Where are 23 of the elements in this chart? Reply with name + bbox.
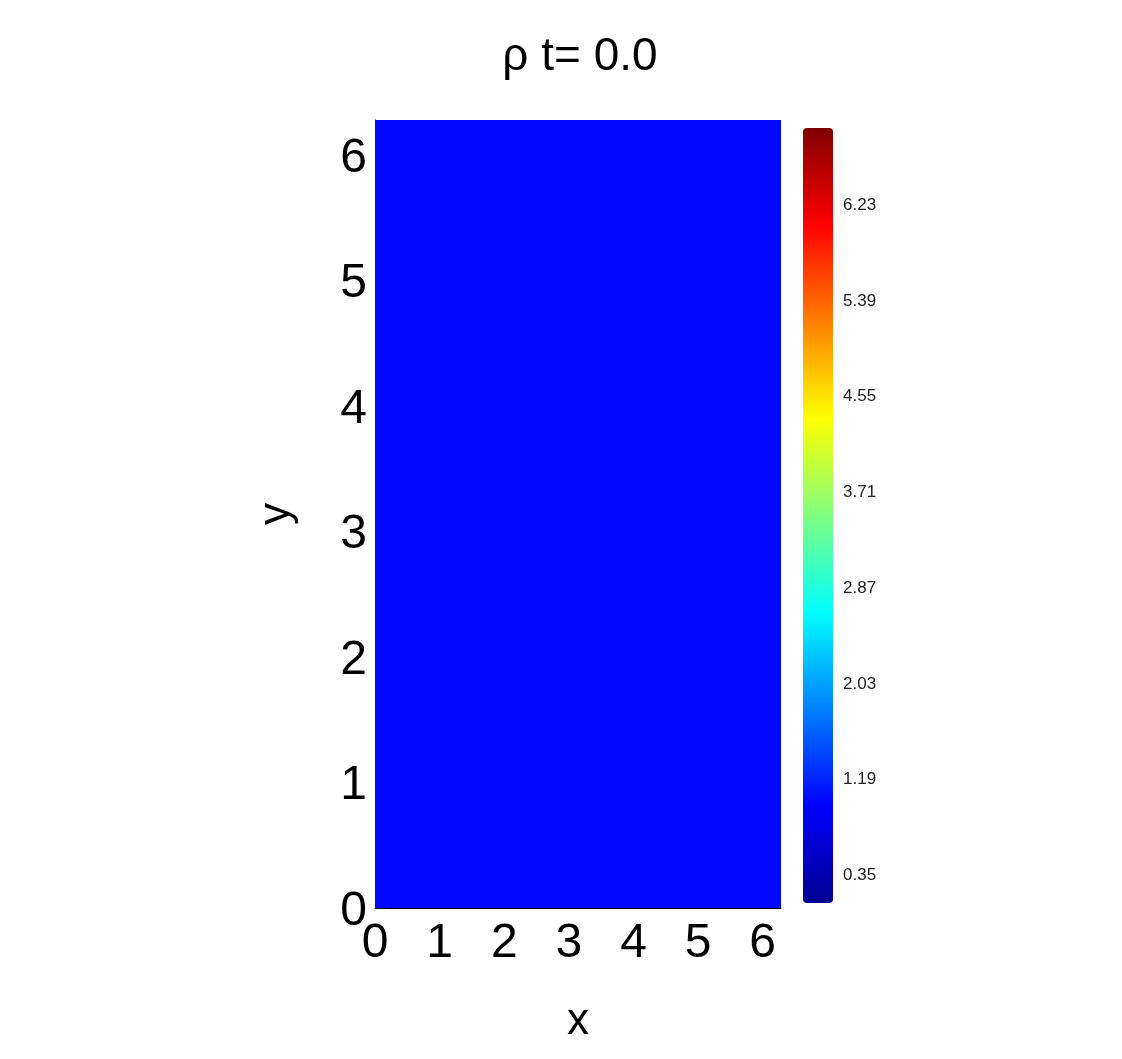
- x-tick-label: 6: [749, 913, 777, 967]
- x-tick-label: 2: [490, 913, 518, 967]
- x-axis-title: x: [567, 993, 589, 1043]
- x-tick-label: 4: [620, 913, 647, 967]
- y-axis-title: y: [248, 503, 298, 525]
- color-bar-label: 4.55: [843, 386, 877, 406]
- color-bar-label: 1.19: [843, 769, 877, 789]
- y-tick-label: 4: [340, 379, 367, 433]
- x-tick-label: 5: [684, 913, 712, 967]
- x-tick-label: 1: [426, 913, 453, 967]
- color-bar-label: 6.23: [843, 194, 877, 214]
- y-tick-label: 1: [340, 756, 367, 810]
- color-bar-label: 2.87: [843, 577, 877, 597]
- color-bar-label: 0.35: [843, 865, 877, 885]
- x-tick-label: 3: [555, 913, 583, 967]
- y-tick-label: 3: [340, 505, 367, 559]
- chart-title: ρ t= 0.0: [502, 28, 658, 80]
- y-tick-label: 5: [340, 254, 367, 308]
- color-bar-label: 2.03: [843, 673, 877, 693]
- y-tick-label: 2: [340, 630, 367, 684]
- y-tick-label: 6: [340, 128, 367, 182]
- color-bar-label: 3.71: [843, 482, 877, 502]
- color-bar-label: 5.39: [843, 290, 877, 310]
